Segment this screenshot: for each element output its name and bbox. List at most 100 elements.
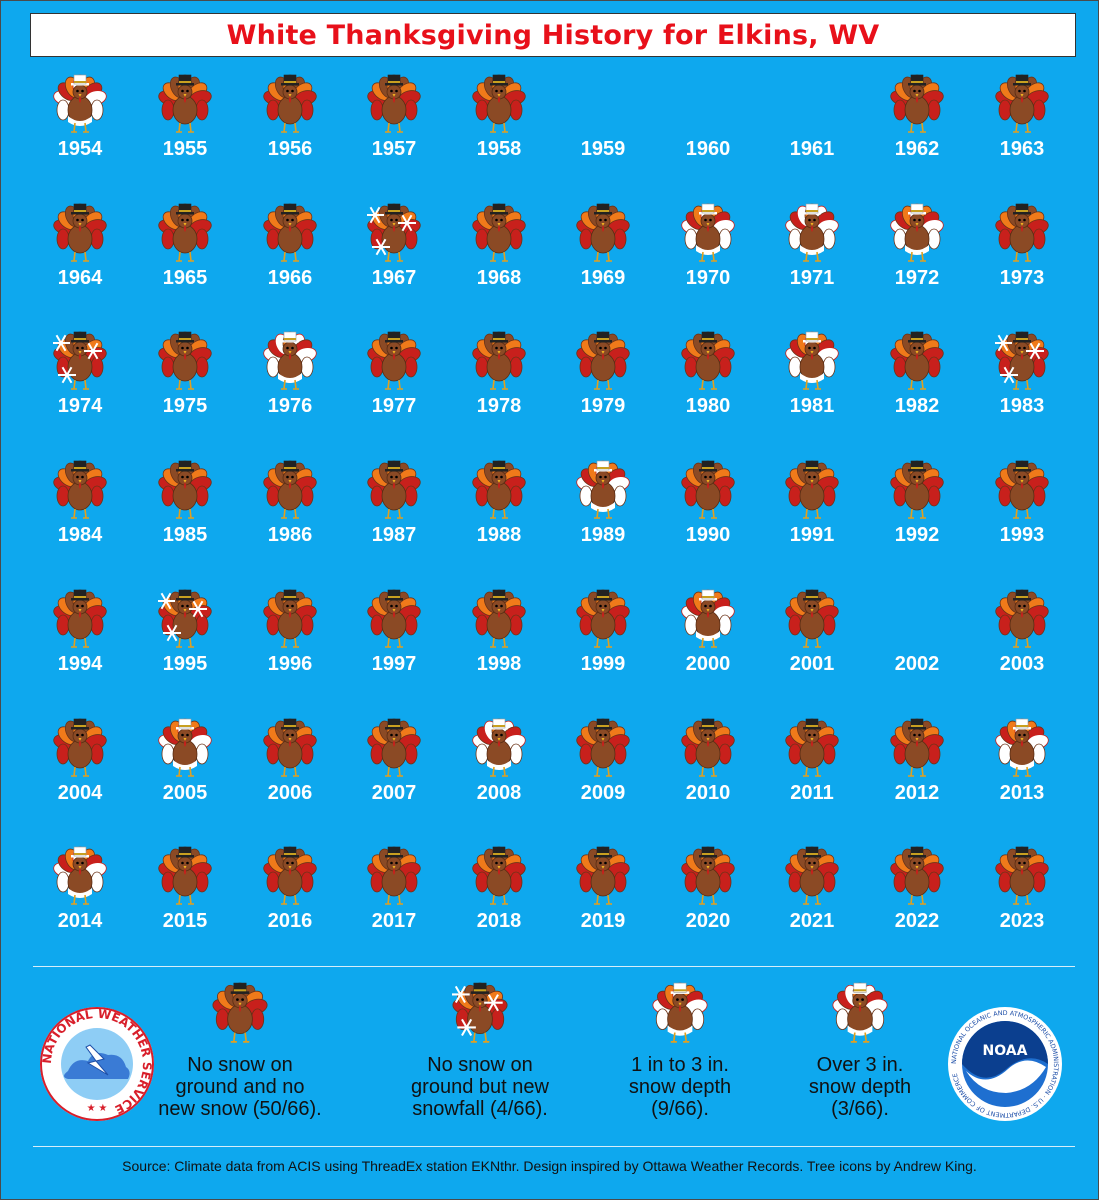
year-cell: 1990 <box>656 458 760 568</box>
year-label: 2013 <box>999 782 1045 804</box>
year-cell: 2011 <box>760 716 864 826</box>
chart-title: White Thanksgiving History for Elkins, W… <box>226 19 880 51</box>
turkey-icon-snowfall <box>158 589 212 648</box>
turkey-icon-none <box>995 846 1049 905</box>
year-cell: 2006 <box>238 716 342 826</box>
turkey-icon-none <box>263 74 317 133</box>
year-label: 2006 <box>267 782 313 804</box>
year-cell: 1975 <box>133 329 237 439</box>
turkey-icon-none <box>472 203 526 262</box>
turkey-icon-none <box>53 589 107 648</box>
turkey-icon-none <box>472 589 526 648</box>
turkey-icon-none <box>995 203 1049 262</box>
year-label: 2004 <box>57 782 103 804</box>
year-cell: 1957 <box>342 72 446 182</box>
year-label: 1997 <box>371 653 417 675</box>
year-label: 1986 <box>267 524 313 546</box>
year-cell: 1982 <box>865 329 969 439</box>
turkey-icon-none <box>367 460 421 519</box>
year-label: 1966 <box>267 267 313 289</box>
turkey-icon-none <box>158 331 212 390</box>
turkey-icon-none <box>890 846 944 905</box>
year-label: 1999 <box>580 653 626 675</box>
turkey-icon-none <box>995 460 1049 519</box>
turkey-icon-1to3 <box>158 718 212 777</box>
year-cell: 2007 <box>342 716 446 826</box>
year-cell: 1959 <box>551 72 655 182</box>
source-note: Source: Climate data from ACIS using Thr… <box>122 1158 977 1174</box>
turkey-icon-1to3 <box>53 846 107 905</box>
year-cell: 1971 <box>760 201 864 311</box>
year-label: 1989 <box>580 524 626 546</box>
year-cell: 1993 <box>970 458 1074 568</box>
year-label: 1992 <box>894 524 940 546</box>
legend-line: ground but new <box>411 1076 549 1098</box>
year-cell: 2012 <box>865 716 969 826</box>
year-cell: 1961 <box>760 72 864 182</box>
turkey-icon-none <box>576 589 630 648</box>
turkey-icon-over3 <box>472 718 526 777</box>
year-cell: 1970 <box>656 201 760 311</box>
year-label: 1975 <box>162 395 208 417</box>
year-label: 2014 <box>57 910 103 932</box>
legend-description: Over 3 in. snow depth (3/66). <box>760 1054 960 1120</box>
divider-bottom <box>33 1146 1075 1147</box>
year-label: 2000 <box>685 653 731 675</box>
turkey-icon-snowfall <box>53 331 107 390</box>
year-cell: 1967 <box>342 201 446 311</box>
year-cell: 2000 <box>656 587 760 697</box>
year-cell: 1985 <box>133 458 237 568</box>
year-cell: 1981 <box>760 329 864 439</box>
year-label: 1965 <box>162 267 208 289</box>
legend-line: Over 3 in. <box>816 1054 904 1076</box>
turkey-icon-none <box>681 331 735 390</box>
year-cell: 1958 <box>447 72 551 182</box>
year-label: 2022 <box>894 910 940 932</box>
year-label: 1972 <box>894 267 940 289</box>
year-cell: 1986 <box>238 458 342 568</box>
year-label: 1985 <box>162 524 208 546</box>
turkey-icon-none <box>576 718 630 777</box>
year-label: 2015 <box>162 910 208 932</box>
turkey-icon-none <box>53 718 107 777</box>
year-cell: 2018 <box>447 844 551 954</box>
year-label: 1978 <box>476 395 522 417</box>
year-label: 1969 <box>580 267 626 289</box>
year-label: 1976 <box>267 395 313 417</box>
year-cell: 1964 <box>28 201 132 311</box>
year-label: 2003 <box>999 653 1045 675</box>
turkey-icon-none <box>367 846 421 905</box>
turkey-icon-none <box>681 846 735 905</box>
year-label: 2017 <box>371 910 417 932</box>
year-label: 1998 <box>476 653 522 675</box>
year-cell: 1987 <box>342 458 446 568</box>
year-label: 2005 <box>162 782 208 804</box>
year-label: 2023 <box>999 910 1045 932</box>
year-cell: 2016 <box>238 844 342 954</box>
turkey-icon-none <box>367 331 421 390</box>
year-label: 1956 <box>267 138 313 160</box>
turkey-icon-none <box>158 460 212 519</box>
year-cell: 1994 <box>28 587 132 697</box>
year-cell: 2002 <box>865 587 969 697</box>
svg-text:★ ★: ★ ★ <box>87 1103 108 1114</box>
nws-logo: NATIONAL WEATHER SERVICE ★ ★ <box>40 1007 154 1121</box>
year-cell: 2010 <box>656 716 760 826</box>
year-label: 1961 <box>789 138 835 160</box>
legend-line: (9/66). <box>651 1098 709 1120</box>
year-label: 1980 <box>685 395 731 417</box>
year-label: 1987 <box>371 524 417 546</box>
year-label: 1967 <box>371 267 417 289</box>
year-cell: 1954 <box>28 72 132 182</box>
legend-line: snow depth <box>628 1076 732 1098</box>
turkey-icon-none <box>576 846 630 905</box>
year-label: 1983 <box>999 395 1045 417</box>
year-cell: 1960 <box>656 72 760 182</box>
year-cell: 2008 <box>447 716 551 826</box>
turkey-icon-none <box>263 846 317 905</box>
year-label: 1971 <box>789 267 835 289</box>
turkey-icon-1to3 <box>53 74 107 133</box>
turkey-icon-over3 <box>263 331 317 390</box>
year-label: 1964 <box>57 267 103 289</box>
turkey-icon-none <box>367 74 421 133</box>
